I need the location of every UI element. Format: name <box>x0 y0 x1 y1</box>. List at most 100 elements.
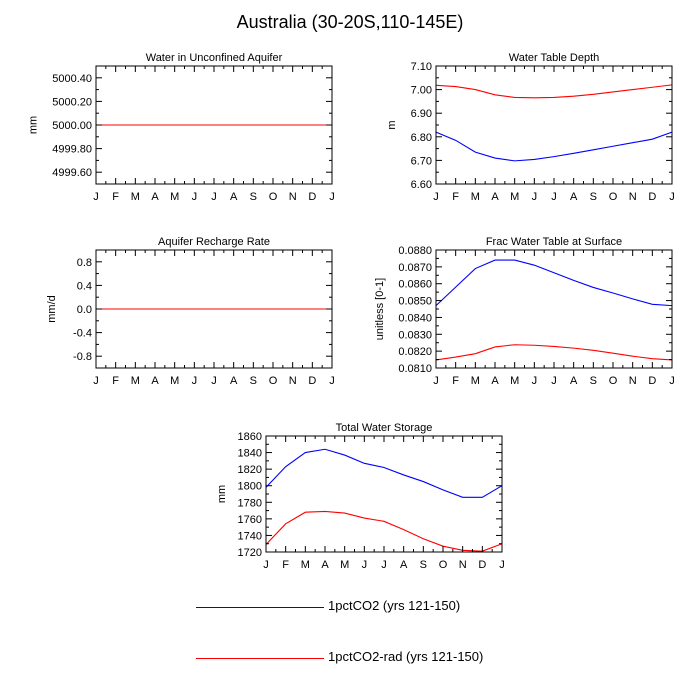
series-line-2 <box>265 510 503 552</box>
plot-frame <box>435 65 673 185</box>
y-tick-label: 6.90 <box>411 108 432 120</box>
series-line-1 <box>265 448 503 498</box>
y-tick-label: -0.8 <box>73 351 92 363</box>
panel-title: Aquifer Recharge Rate <box>158 236 270 248</box>
y-tick-label: 1740 <box>238 530 262 542</box>
legend-label-1: 1pctCO2 (yrs 121-150) <box>328 598 461 613</box>
y-tick-label: 6.60 <box>411 179 432 191</box>
series-line-2 <box>435 84 673 99</box>
series-line-1 <box>435 131 673 162</box>
x-tick-label: J <box>329 191 335 203</box>
legend-label-2: 1pctCO2-rad (yrs 121-150) <box>328 649 484 664</box>
y-axis-label: m <box>386 120 398 129</box>
y-axis-label: unitless [0-1] <box>374 278 386 340</box>
y-tick-label: 0.0830 <box>398 329 432 341</box>
x-tick-label: O <box>609 375 618 387</box>
x-tick-label: N <box>629 191 637 203</box>
y-tick-label: 1720 <box>238 547 262 559</box>
x-tick-label: D <box>648 375 656 387</box>
x-tick-label: N <box>629 375 637 387</box>
x-tick-label: O <box>609 191 618 203</box>
x-tick-label: A <box>321 559 329 571</box>
x-tick-label: J <box>362 559 368 571</box>
y-tick-label: 5000.20 <box>52 96 92 108</box>
y-tick-label: 0.0820 <box>398 346 432 358</box>
y-tick-label: 0.0840 <box>398 312 432 324</box>
x-tick-label: M <box>340 559 349 571</box>
plot-frame <box>435 249 673 369</box>
x-tick-label: A <box>570 375 578 387</box>
plot-frame <box>265 435 503 553</box>
series-line-1 <box>435 259 673 307</box>
x-tick-label: D <box>478 559 486 571</box>
x-tick-label: J <box>192 375 198 387</box>
y-axis-label: mm <box>216 485 228 503</box>
y-tick-label: 6.80 <box>411 132 432 144</box>
panel-title: Water in Unconfined Aquifer <box>146 52 283 64</box>
x-tick-label: F <box>282 559 289 571</box>
x-tick-label: N <box>289 191 297 203</box>
x-tick-label: J <box>551 375 557 387</box>
x-tick-label: M <box>170 375 179 387</box>
panel-title: Water Table Depth <box>509 52 600 64</box>
y-tick-label: -0.4 <box>73 328 92 340</box>
x-tick-label: N <box>289 375 297 387</box>
figure-title: Australia (30-20S,110-145E) <box>236 12 464 32</box>
y-tick-label: 7.00 <box>411 85 432 97</box>
x-tick-label: A <box>400 559 408 571</box>
x-tick-label: J <box>93 375 99 387</box>
x-tick-label: J <box>532 191 538 203</box>
x-tick-label: J <box>381 559 387 571</box>
x-tick-label: J <box>329 375 335 387</box>
y-tick-label: 4999.60 <box>52 167 92 179</box>
y-tick-label: 0.0880 <box>398 245 432 257</box>
x-tick-label: S <box>590 191 597 203</box>
y-tick-label: 5000.40 <box>52 73 92 85</box>
x-tick-label: F <box>452 375 459 387</box>
y-tick-label: 0.0810 <box>398 363 432 375</box>
x-tick-label: J <box>433 375 439 387</box>
x-tick-label: A <box>491 375 499 387</box>
x-tick-label: J <box>263 559 269 571</box>
y-tick-label: 1760 <box>238 514 262 526</box>
x-tick-label: J <box>211 375 217 387</box>
x-tick-label: S <box>250 191 257 203</box>
x-tick-label: A <box>230 375 238 387</box>
x-tick-label: A <box>491 191 499 203</box>
panel-title: Frac Water Table at Surface <box>486 236 622 248</box>
legend-line-1 <box>196 607 324 608</box>
x-tick-label: J <box>433 191 439 203</box>
x-tick-label: F <box>112 191 119 203</box>
x-tick-label: J <box>669 191 675 203</box>
y-tick-label: 0.4 <box>77 280 92 292</box>
x-tick-label: S <box>420 559 427 571</box>
y-tick-label: 5000.00 <box>52 120 92 132</box>
x-tick-label: M <box>471 191 480 203</box>
x-tick-label: M <box>510 375 519 387</box>
y-tick-label: 0.0850 <box>398 296 432 308</box>
x-tick-label: D <box>648 191 656 203</box>
x-tick-label: J <box>499 559 505 571</box>
series-line-2 <box>435 344 673 361</box>
x-tick-label: A <box>151 191 159 203</box>
x-tick-label: F <box>112 375 119 387</box>
x-tick-label: A <box>570 191 578 203</box>
y-tick-label: 1860 <box>238 431 262 443</box>
x-tick-label: J <box>551 191 557 203</box>
y-tick-label: 0.0860 <box>398 279 432 291</box>
x-tick-label: J <box>532 375 538 387</box>
x-tick-label: M <box>131 375 140 387</box>
x-tick-label: J <box>93 191 99 203</box>
y-tick-label: 0.8 <box>77 257 92 269</box>
x-tick-label: S <box>250 375 257 387</box>
y-tick-label: 0.0870 <box>398 262 432 274</box>
y-tick-label: 1840 <box>238 448 262 460</box>
x-tick-label: M <box>131 191 140 203</box>
legend-line-2 <box>196 658 324 659</box>
x-tick-label: D <box>308 375 316 387</box>
y-tick-label: 1800 <box>238 481 262 493</box>
